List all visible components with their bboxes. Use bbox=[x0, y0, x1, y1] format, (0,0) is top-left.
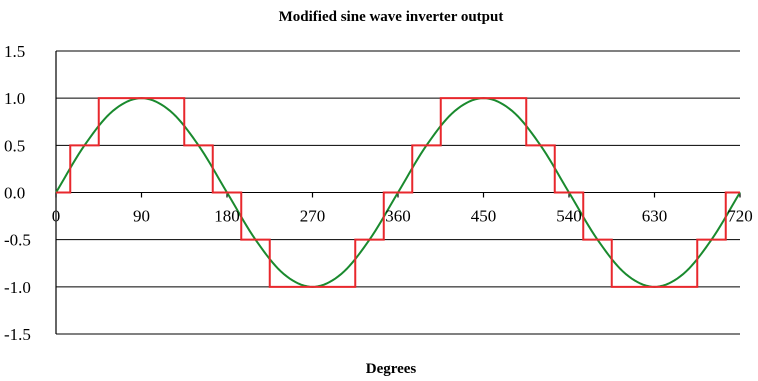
y-tick-labels: 1.5 1.0 0.5 0.0 -0.5 -1.0 -1.5 bbox=[4, 42, 31, 344]
x-tick-label: 270 bbox=[300, 207, 326, 226]
y-tick-label: 0.5 bbox=[4, 136, 25, 155]
y-tick-label: -1.5 bbox=[4, 325, 31, 344]
chart-title: Modified sine wave inverter output bbox=[279, 9, 504, 25]
y-tick-label: -0.5 bbox=[4, 231, 31, 250]
y-tick-label: 0.0 bbox=[4, 184, 25, 203]
x-tick-label: 720 bbox=[727, 207, 753, 226]
series bbox=[55, 97, 741, 288]
y-tick-label: -1.0 bbox=[4, 278, 31, 297]
x-tick-label: 630 bbox=[642, 207, 668, 226]
x-tick-label: 90 bbox=[133, 207, 150, 226]
y-tick-label: 1.0 bbox=[4, 89, 25, 108]
x-axis-label: Degrees bbox=[366, 361, 417, 377]
modified-sine-step-line bbox=[56, 97, 740, 288]
x-tick-label: 540 bbox=[556, 207, 582, 226]
x-tick-label: 450 bbox=[471, 207, 497, 226]
x-tick-labels: 0 90 180 270 360 450 540 630 720 bbox=[52, 207, 753, 226]
y-tick-label: 1.5 bbox=[4, 42, 25, 61]
x-tick-label: 360 bbox=[385, 207, 411, 226]
x-tick-label: 180 bbox=[214, 207, 240, 226]
x-tick-label: 0 bbox=[52, 207, 61, 226]
